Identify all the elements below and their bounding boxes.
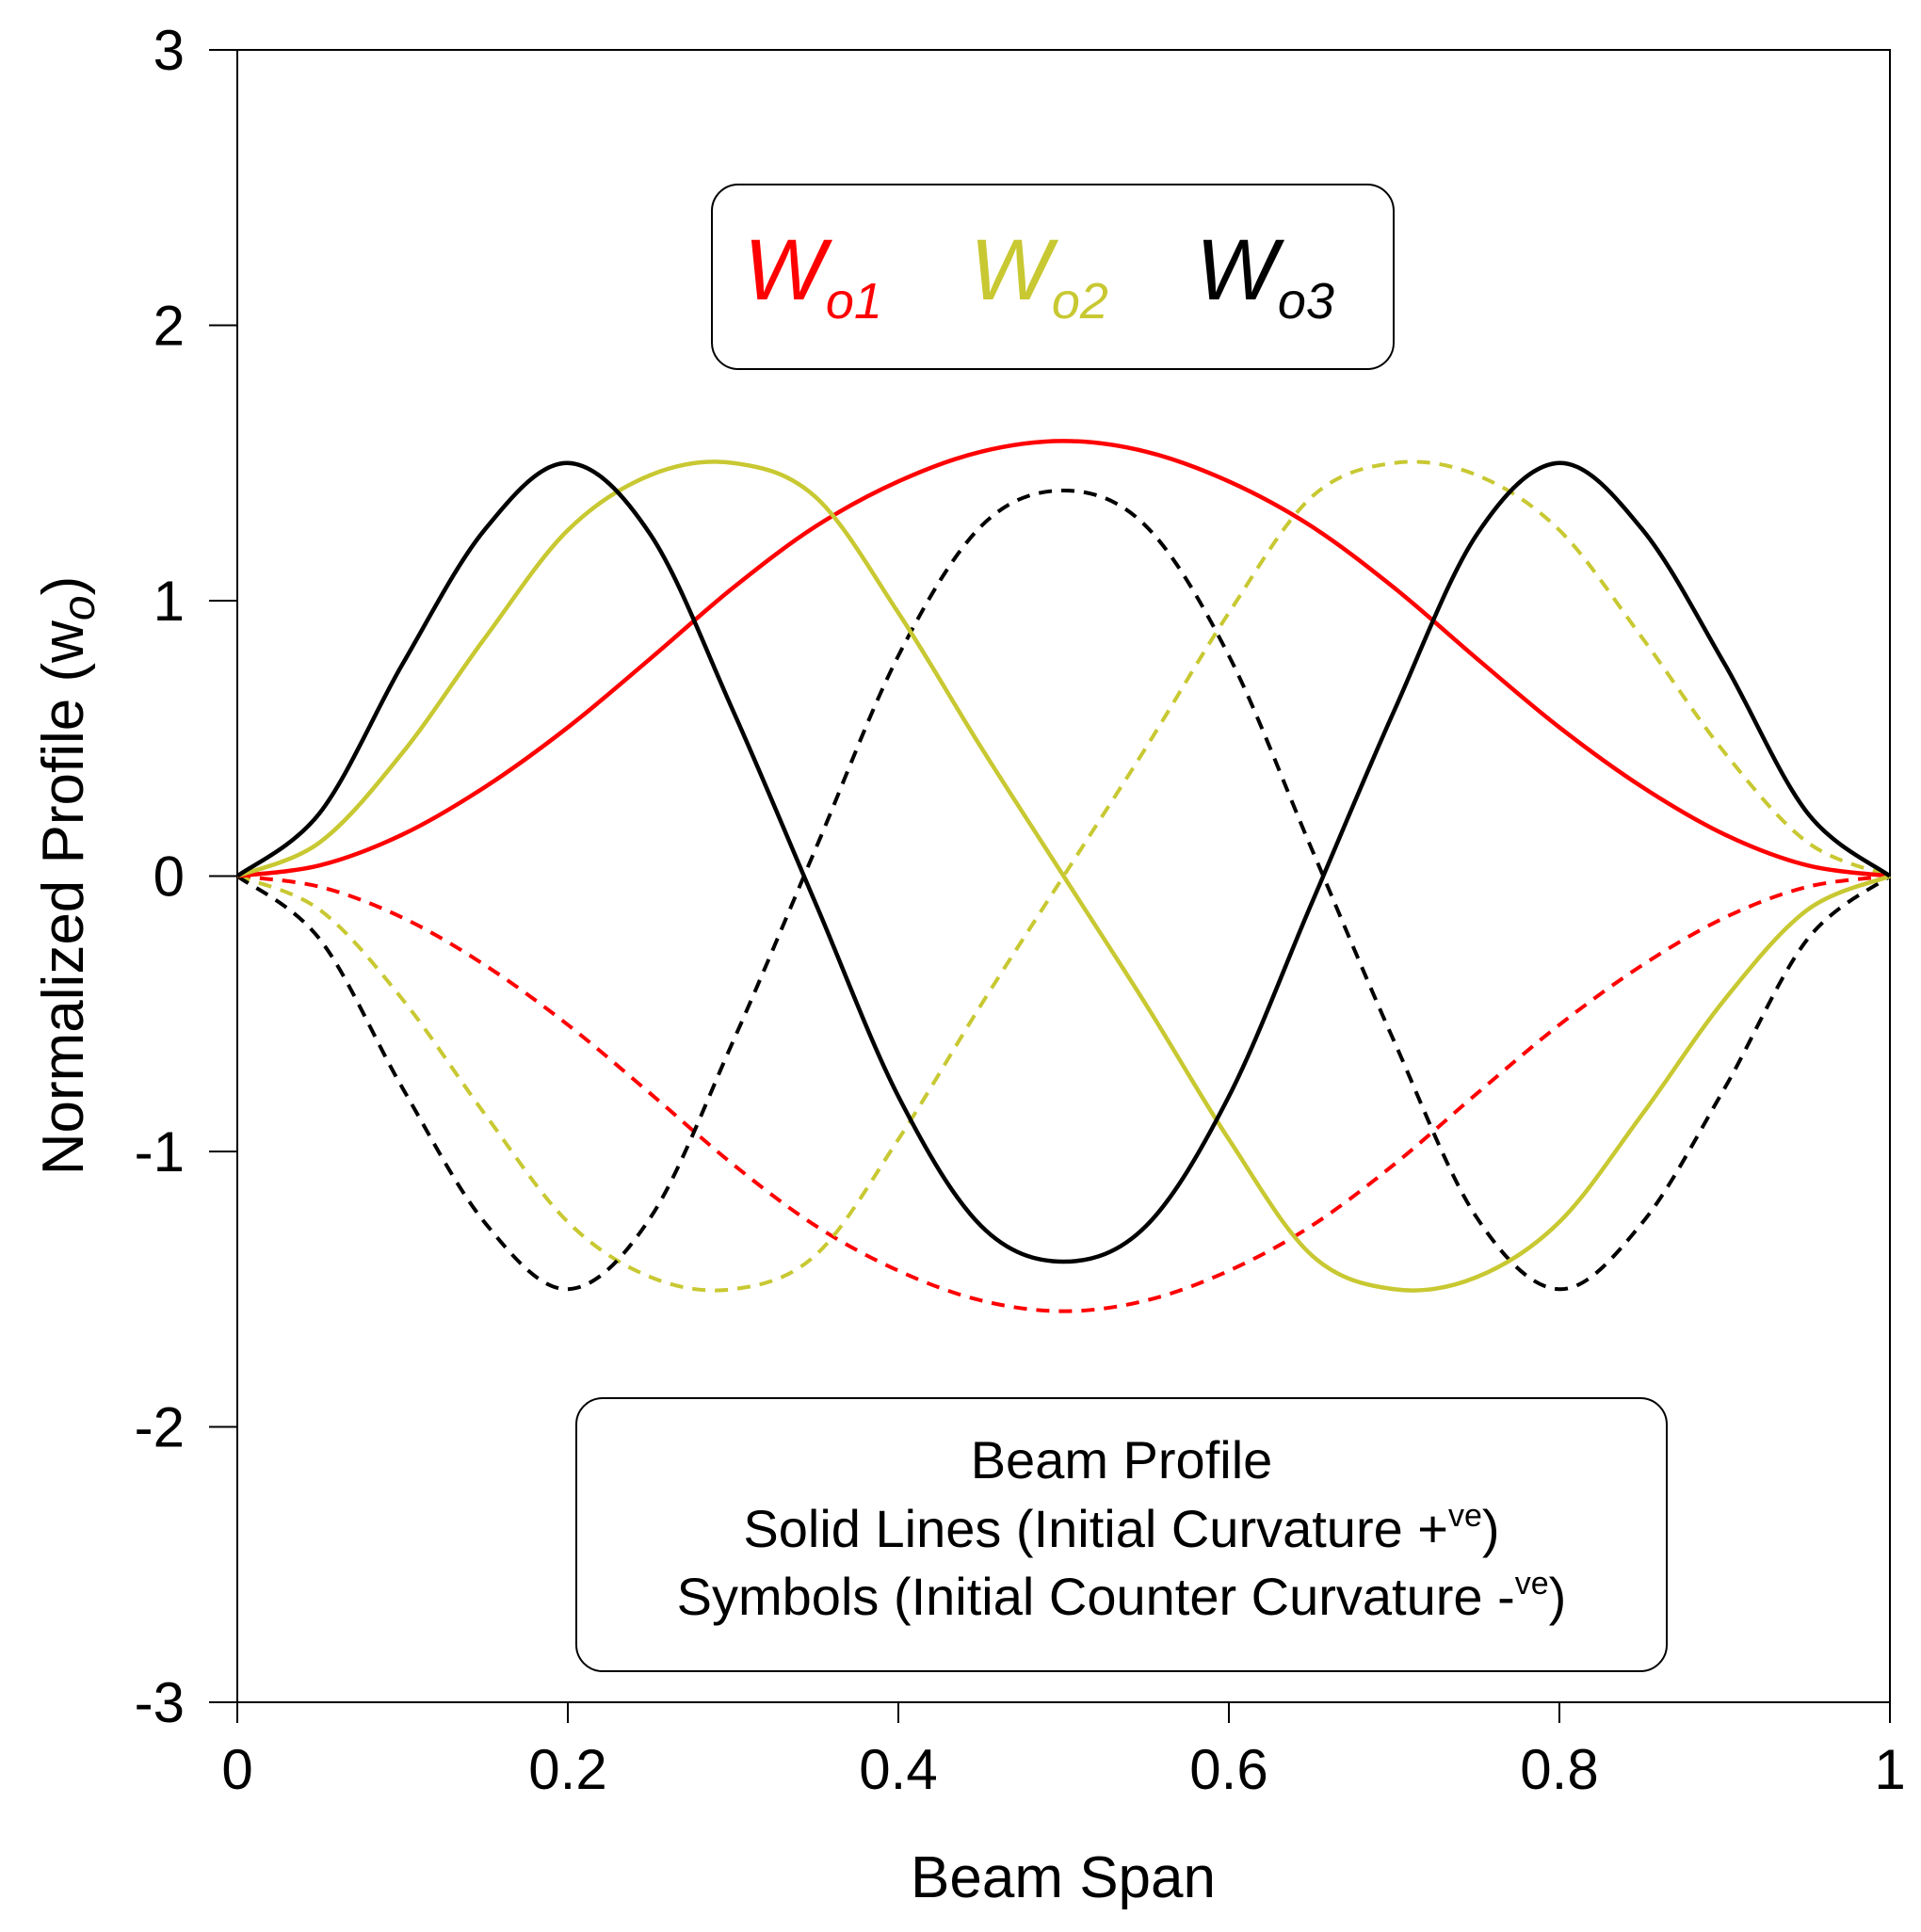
legend-entry-wo1: Wo1 bbox=[744, 222, 882, 330]
x-tick-label: 0.6 bbox=[1189, 1738, 1267, 1801]
series-layer bbox=[235, 439, 1892, 1313]
series-line-4 bbox=[236, 459, 1891, 1293]
y-tick-label: 2 bbox=[153, 295, 185, 358]
note-line-1: Beam Profile bbox=[971, 1430, 1273, 1489]
note-line-3-sup: ve bbox=[1515, 1566, 1549, 1602]
legend-entry-wo2: Wo2 bbox=[970, 222, 1108, 330]
legend-wo2-sub: o2 bbox=[1052, 273, 1108, 330]
x-tick-label: 0.4 bbox=[859, 1738, 937, 1801]
note-line-3-close: ) bbox=[1549, 1567, 1567, 1626]
series-line-2 bbox=[236, 874, 1891, 1313]
x-tick-label: 1 bbox=[1874, 1738, 1905, 1801]
legend-wo1-sub: o1 bbox=[826, 273, 882, 330]
y-tick-label: 3 bbox=[153, 19, 185, 82]
y-tick-label: -3 bbox=[135, 1671, 185, 1734]
y-tick-label: -2 bbox=[135, 1396, 185, 1459]
legend-wo1-main: W bbox=[744, 222, 833, 318]
note-line-2-text: Solid Lines (Initial Curvature + bbox=[743, 1499, 1448, 1558]
series-line-5 bbox=[235, 460, 1892, 1264]
y-axis-title-subscript: o bbox=[55, 595, 105, 620]
y-axis: -3 -2 -1 0 1 2 3 bbox=[135, 19, 237, 1734]
y-tick-label: 0 bbox=[153, 845, 185, 909]
series-line-6 bbox=[235, 489, 1892, 1292]
note-line-2-sup: ve bbox=[1448, 1498, 1482, 1534]
x-axis: 0 0.2 0.4 0.6 0.8 1 bbox=[221, 1702, 1906, 1801]
note-line-2: Solid Lines (Initial Curvature +ve) bbox=[743, 1498, 1499, 1558]
y-tick-label: -1 bbox=[135, 1120, 185, 1183]
series-line-1 bbox=[236, 439, 1891, 878]
note-line-2-close: ) bbox=[1482, 1499, 1500, 1558]
y-axis-title-main: Normalized Profile (w bbox=[31, 620, 96, 1175]
series-line-3 bbox=[236, 459, 1891, 1293]
y-tick-label: 1 bbox=[153, 570, 185, 633]
y-axis-title: Normalized Profile (wo) bbox=[31, 576, 105, 1176]
x-tick-label: 0.8 bbox=[1520, 1738, 1598, 1801]
y-axis-title-close: ) bbox=[31, 576, 96, 596]
note-line-3-text: Symbols (Initial Counter Curvature - bbox=[677, 1567, 1515, 1626]
legend-box bbox=[711, 184, 1395, 370]
x-axis-title: Beam Span bbox=[911, 1845, 1216, 1910]
note-box: Beam Profile Solid Lines (Initial Curvat… bbox=[575, 1397, 1668, 1672]
legend-entry-wo3: Wo3 bbox=[1196, 222, 1334, 330]
legend: Wo1 Wo2 Wo3 bbox=[711, 184, 1395, 370]
legend-wo3-main: W bbox=[1196, 222, 1285, 318]
note-box-frame bbox=[575, 1397, 1668, 1672]
legend-wo3-sub: o3 bbox=[1278, 273, 1334, 330]
legend-wo2-main: W bbox=[970, 222, 1059, 318]
x-tick-label: 0.2 bbox=[528, 1738, 606, 1801]
x-tick-label: 0 bbox=[221, 1738, 252, 1801]
note-line-3: Symbols (Initial Counter Curvature -ve) bbox=[677, 1566, 1567, 1626]
